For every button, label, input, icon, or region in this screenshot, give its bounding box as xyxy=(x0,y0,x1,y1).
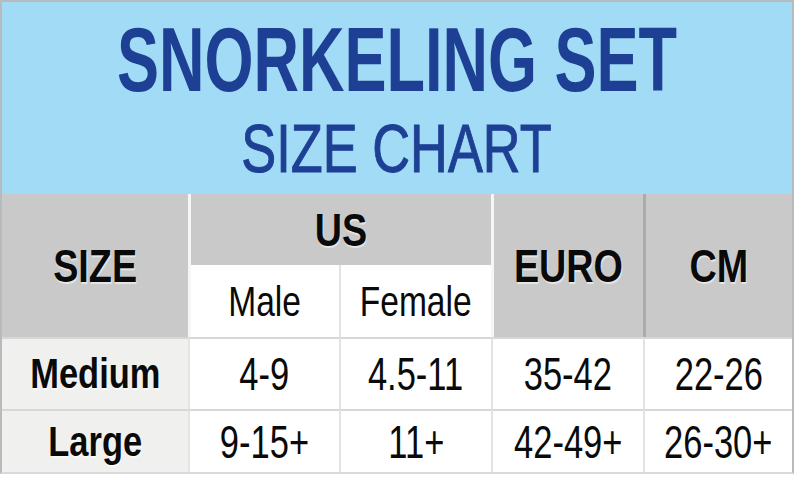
row-label-large: Large xyxy=(48,418,142,466)
column-header-euro: EURO xyxy=(491,194,643,337)
table-cell-large-us-male: 9-15+ xyxy=(188,409,339,472)
value-medium-us-female: 4.5-11 xyxy=(368,347,463,401)
column-header-size: SIZE xyxy=(2,194,188,337)
table-cell-medium-cm: 22-26 xyxy=(643,337,792,409)
table-cell-large-us-female: 11+ xyxy=(339,409,491,472)
table-cell-large-cm: 26-30+ xyxy=(643,409,792,472)
value-medium-us-male: 4-9 xyxy=(240,347,290,401)
row-label-medium: Medium xyxy=(30,350,160,398)
column-header-cm: CM xyxy=(643,194,792,337)
page-title: SNORKELING SET xyxy=(117,18,677,104)
column-header-cm-label: CM xyxy=(690,239,749,293)
column-header-euro-label: EURO xyxy=(514,239,623,293)
table-row-large-size: Large xyxy=(2,409,188,472)
column-header-size-label: SIZE xyxy=(53,239,137,293)
size-chart-image: SNORKELING SET SIZE CHART SIZE US Male F… xyxy=(0,0,800,480)
value-medium-euro: 35-42 xyxy=(524,347,612,401)
page-subtitle: SIZE CHART xyxy=(242,114,552,182)
value-large-euro: 42-49+ xyxy=(514,415,622,469)
table-cell-large-euro: 42-49+ xyxy=(491,409,643,472)
table-cell-medium-us-female: 4.5-11 xyxy=(339,337,491,409)
table-cell-medium-euro: 35-42 xyxy=(491,337,643,409)
table-cell-medium-us-male: 4-9 xyxy=(188,337,339,409)
column-header-us: US xyxy=(188,194,491,265)
column-header-us-label: US xyxy=(315,203,367,257)
column-subheader-male-label: Male xyxy=(229,277,302,326)
value-medium-cm: 22-26 xyxy=(674,347,762,401)
value-large-us-male: 9-15+ xyxy=(220,415,309,469)
column-subheader-female: Female xyxy=(339,265,491,337)
value-large-cm: 26-30+ xyxy=(664,415,772,469)
column-subheader-female-label: Female xyxy=(360,277,472,326)
column-subheader-male: Male xyxy=(188,265,339,337)
size-table: SIZE US Male Female EURO CM Medium 4-9 xyxy=(2,194,792,472)
value-large-us-female: 11+ xyxy=(388,415,444,469)
banner: SNORKELING SET SIZE CHART xyxy=(2,2,792,194)
size-chart-card: SNORKELING SET SIZE CHART SIZE US Male F… xyxy=(0,0,794,474)
table-row-medium-size: Medium xyxy=(2,337,188,409)
